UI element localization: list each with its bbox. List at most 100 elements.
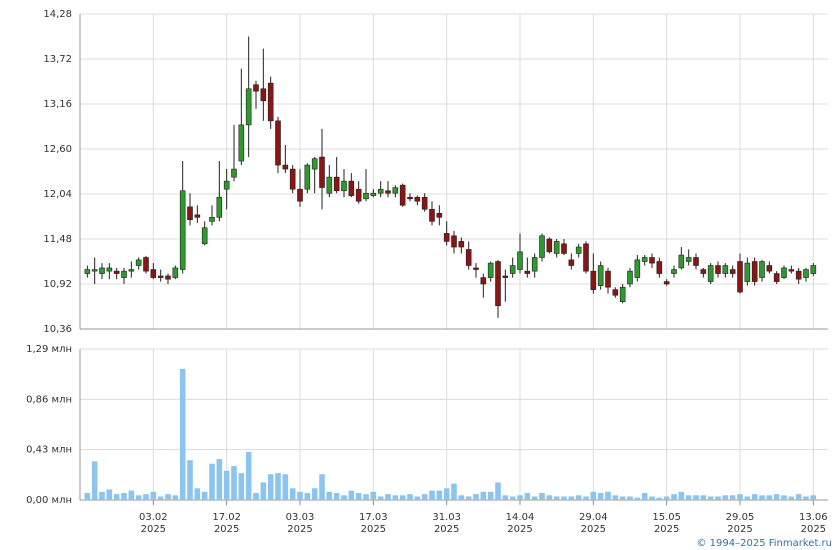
- y-tick-label: 13,16: [43, 99, 72, 110]
- volume-bar: [260, 482, 267, 500]
- volume-bar: [663, 496, 670, 500]
- candle-body: [223, 180, 230, 190]
- x-tick-label: 29.05: [726, 512, 755, 523]
- volume-bar: [165, 494, 171, 500]
- y-tick-label: 12,04: [43, 189, 72, 200]
- candle-body: [333, 176, 340, 192]
- volume-bar: [370, 491, 377, 500]
- y-tick-label: 12,60: [43, 144, 72, 155]
- volume-bar: [583, 496, 589, 500]
- y-tick-label: 0,00 млн: [26, 495, 72, 506]
- x-tick-label: 03.02: [139, 512, 168, 523]
- x-tick-year: 2025: [361, 524, 386, 535]
- candle-body: [392, 187, 399, 194]
- volume-bar: [641, 492, 648, 500]
- candle-body: [421, 196, 428, 210]
- candle-body: [656, 261, 663, 274]
- volume-bar: [311, 488, 318, 500]
- volume-bar: [781, 495, 787, 500]
- y-tick-label: 1,29 млн: [26, 344, 72, 355]
- volume-bar: [121, 492, 127, 500]
- volume-bar: [561, 496, 567, 500]
- candle-body: [443, 233, 450, 242]
- candle-body: [729, 269, 736, 274]
- volume-bar: [612, 495, 619, 500]
- candle-body: [707, 265, 714, 282]
- x-tick-label: 14.04: [506, 512, 535, 523]
- candle-body: [487, 262, 494, 278]
- volume-bar: [187, 460, 193, 500]
- x-tick-year: 2025: [801, 524, 826, 535]
- x-tick-label: 15.05: [652, 512, 681, 523]
- candle-body: [465, 249, 472, 266]
- candle-body: [399, 184, 406, 206]
- candle-body: [795, 270, 802, 280]
- volume-bar: [759, 495, 765, 500]
- x-tick-year: 2025: [581, 524, 606, 535]
- candle-body: [135, 259, 142, 266]
- volume-bar: [304, 492, 311, 500]
- y-tick-label: 0,86 млн: [26, 394, 72, 405]
- volume-bar: [385, 494, 391, 500]
- volume-bar: [341, 495, 347, 500]
- volume-bar: [700, 495, 707, 500]
- volume-bar: [751, 494, 758, 500]
- candle-body: [451, 235, 457, 248]
- volume-bar: [656, 497, 663, 500]
- volume-bar: [84, 492, 91, 500]
- volume-bar: [568, 496, 575, 500]
- candle-body: [304, 164, 311, 190]
- volume-bar: [685, 495, 692, 500]
- candle-body: [568, 259, 575, 266]
- candle-body: [436, 212, 443, 218]
- volume-bar: [737, 494, 743, 500]
- candle-body: [113, 270, 120, 274]
- volume-bar: [194, 488, 201, 500]
- candle-body: [773, 273, 780, 282]
- candle-body: [385, 190, 391, 194]
- volume-bar: [216, 459, 223, 500]
- candle-body: [700, 269, 707, 274]
- candle-body: [377, 188, 384, 194]
- candle-body: [179, 190, 186, 270]
- candle-body: [480, 277, 487, 285]
- candle-body: [737, 261, 743, 293]
- candle-body: [267, 82, 274, 122]
- candle-body: [150, 269, 157, 278]
- volume-bar: [414, 496, 421, 500]
- candle-body: [561, 243, 567, 254]
- candle-body: [201, 227, 208, 245]
- volume-bar: [502, 495, 509, 500]
- footer: © 1994–2025 Finmarket.ru: [696, 538, 832, 549]
- volume-bar: [693, 495, 699, 500]
- volume-bar: [209, 463, 215, 500]
- volume-bar: [106, 489, 113, 500]
- volume-bar: [348, 490, 355, 500]
- x-tick-year: 2025: [287, 524, 312, 535]
- candle-body: [509, 265, 516, 274]
- volume-bar: [267, 474, 274, 500]
- volume-bar: [575, 495, 582, 500]
- x-tick-label: 13.06: [799, 512, 828, 523]
- volume-bar: [729, 495, 736, 500]
- x-tick-label: 17.02: [212, 512, 241, 523]
- candle-body: [803, 269, 809, 278]
- candle-body: [209, 217, 215, 222]
- volume-bar: [605, 491, 611, 500]
- candle-body: [553, 241, 560, 254]
- volume-bar: [803, 496, 809, 500]
- candle-body: [495, 261, 501, 306]
- volume-bar: [590, 491, 597, 500]
- volume-bar: [135, 495, 142, 500]
- candle-body: [326, 176, 333, 194]
- candle-body: [194, 214, 201, 218]
- candle-body: [671, 269, 677, 274]
- volume-bar: [429, 490, 435, 500]
- volume-bar: [231, 466, 237, 500]
- volume-bar: [649, 496, 655, 500]
- volume-bar: [487, 491, 494, 500]
- volume-bar: [495, 482, 501, 500]
- candle-body: [546, 238, 553, 253]
- volume-bar: [355, 492, 362, 500]
- x-tick-year: 2025: [507, 524, 532, 535]
